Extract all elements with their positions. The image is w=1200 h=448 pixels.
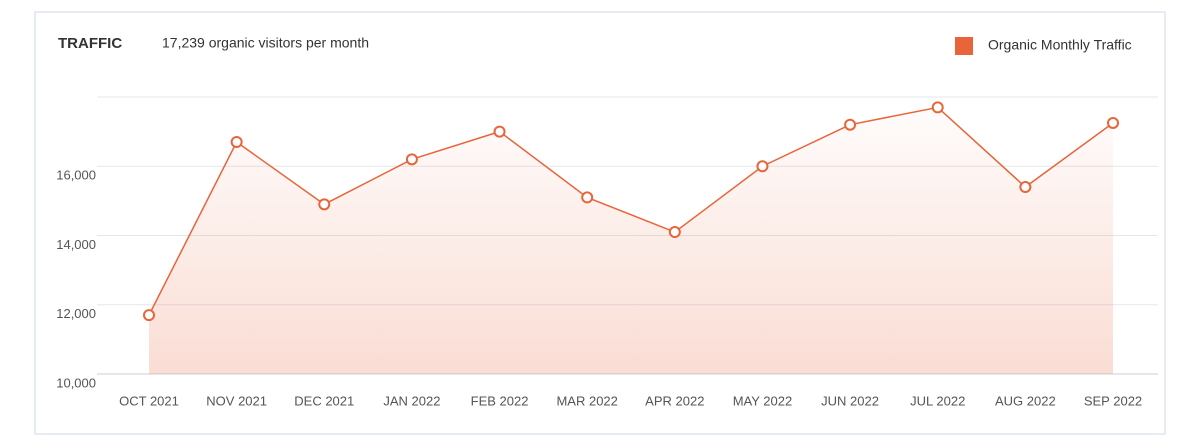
y-tick-label: 14,000: [56, 237, 96, 252]
x-tick-label: SEP 2022: [1084, 393, 1142, 408]
point: [931, 101, 944, 114]
point: [844, 118, 857, 131]
x-tick-label: MAY 2022: [733, 393, 793, 408]
y-tick-label: 10,000: [56, 375, 96, 390]
y-tick-label: 12,000: [56, 306, 96, 321]
x-tick-label: FEB 2022: [471, 393, 529, 408]
point: [318, 198, 331, 211]
x-tick-label: JAN 2022: [383, 393, 440, 408]
x-tick-label: MAR 2022: [556, 393, 617, 408]
x-tick-label: APR 2022: [645, 393, 704, 408]
x-tick-label: NOV 2021: [206, 393, 267, 408]
chart-title: TRAFFIC: [58, 35, 122, 52]
line: [148, 106, 1114, 316]
point: [581, 191, 594, 204]
area: [149, 107, 1113, 374]
y-tick-label: 16,000: [56, 168, 96, 183]
legend-label: Organic Monthly Traffic: [988, 37, 1132, 53]
x-tick-label: OCT 2021: [119, 393, 179, 408]
point: [1107, 116, 1119, 129]
x-tick-label: JUL 2022: [910, 393, 965, 408]
point: [230, 136, 243, 149]
point: [1019, 181, 1032, 194]
point: [143, 309, 155, 322]
x-tick-label: JUN 2022: [821, 393, 879, 408]
point: [756, 160, 769, 173]
x-tick-label: AUG 2022: [995, 393, 1056, 408]
point: [668, 226, 681, 239]
chart-subtitle: 17,239 organic visitors per month: [162, 35, 369, 51]
point: [493, 125, 506, 138]
x-tick-label: DEC 2021: [294, 393, 354, 408]
legend-swatch: [955, 37, 973, 55]
point: [405, 153, 418, 166]
